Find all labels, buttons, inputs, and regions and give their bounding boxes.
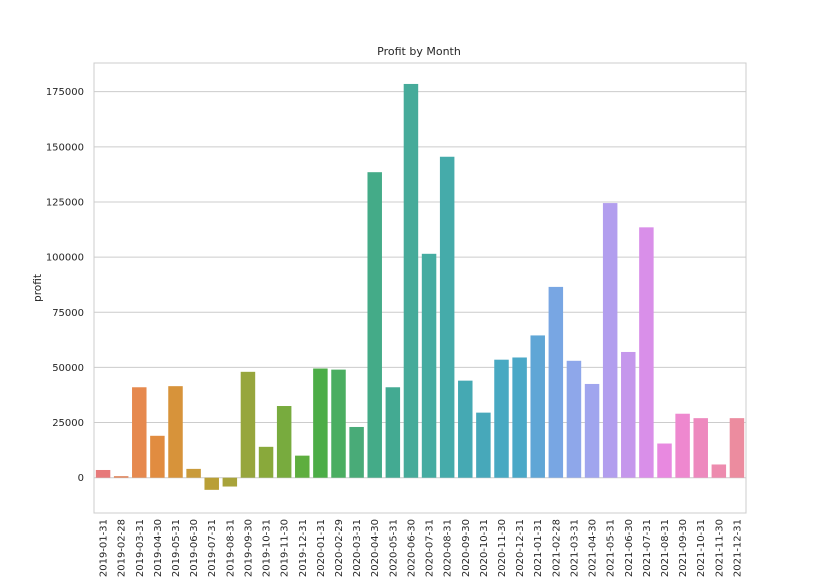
x-tick-label: 2021-11-30 <box>714 519 725 577</box>
x-tick-label: 2020-08-31 <box>443 519 454 577</box>
x-tick-label: 2021-05-31 <box>606 519 617 577</box>
y-axis-label: profit <box>32 274 44 302</box>
bar-2019-04-30 <box>150 435 165 478</box>
plot-frame <box>93 62 747 514</box>
gridlines <box>94 91 746 479</box>
bar-2020-05-31 <box>385 387 401 478</box>
x-tick-label: 2019-02-28 <box>117 519 128 577</box>
bar-2021-06-30 <box>621 351 636 478</box>
x-tick-label: 2020-12-31 <box>515 519 526 577</box>
x-tick-label: 2021-09-30 <box>678 519 689 577</box>
bar-2021-12-31 <box>729 418 745 478</box>
bar-2020-02-29 <box>331 369 346 478</box>
bar-2019-09-30 <box>240 371 256 478</box>
x-tick-label: 2020-04-30 <box>370 519 381 577</box>
x-tick-label: 2021-12-31 <box>732 519 743 577</box>
x-tick-label: 2021-07-31 <box>642 519 653 577</box>
x-tick-labels: 2019-01-31 2019-02-28 2019-03-31 2019-04-30… <box>99 519 744 577</box>
x-tick-label: 2021-08-31 <box>660 519 671 577</box>
x-tick-label: 2021-10-31 <box>696 519 707 577</box>
x-tick-label: 2019-10-31 <box>262 519 273 577</box>
bar-2019-07-31 <box>204 477 219 490</box>
bar-2020-09-30 <box>458 380 473 478</box>
bar-2020-10-31 <box>476 412 491 478</box>
x-tick-label: 2021-04-30 <box>588 519 599 577</box>
bar-2021-07-31 <box>639 227 654 478</box>
bars <box>95 83 745 490</box>
x-tick-label: 2020-03-31 <box>352 519 363 577</box>
x-tick-label: 2020-02-29 <box>334 519 345 577</box>
y-tick-labels: 0 25000 50000 75000 100000 125000 150000 175000 <box>46 87 84 484</box>
bar-2019-08-31 <box>222 477 238 487</box>
bar-2020-11-30 <box>494 359 509 478</box>
y-tick-label: 100000 <box>46 253 84 264</box>
bar-2021-11-30 <box>711 464 727 478</box>
x-tick-label: 2020-05-31 <box>388 519 399 577</box>
x-tick-label: 2020-07-31 <box>425 519 436 577</box>
y-tick-label: 50000 <box>52 363 84 374</box>
bar-2020-06-30 <box>403 83 419 478</box>
y-tick-label: 125000 <box>46 197 84 208</box>
bar-2021-02-28 <box>548 286 564 478</box>
bar-2019-06-30 <box>186 468 201 478</box>
x-tick-label: 2019-01-31 <box>99 519 110 577</box>
bar-2019-01-31 <box>95 469 111 478</box>
x-tick-label: 2019-12-31 <box>298 519 309 577</box>
bar-2021-10-31 <box>693 418 708 478</box>
bar-2020-03-31 <box>349 426 364 478</box>
bar-2020-04-30 <box>367 172 382 478</box>
y-tick-label: 75000 <box>52 308 84 319</box>
bar-2019-12-31 <box>295 455 310 478</box>
x-tick-label: 2019-11-30 <box>280 519 291 577</box>
chart-title: Profit by Month <box>377 45 461 58</box>
bar-2019-02-28 <box>113 476 129 478</box>
bar-2021-04-30 <box>584 383 600 478</box>
x-tick-label: 2019-09-30 <box>243 519 254 577</box>
bar-2019-03-31 <box>132 387 147 478</box>
bar-2019-10-31 <box>258 446 274 478</box>
x-tick-label: 2021-06-30 <box>624 519 635 577</box>
x-tick-label: 2019-07-31 <box>207 519 218 577</box>
y-tick-label: 25000 <box>52 418 84 429</box>
x-tick-label: 2019-03-31 <box>135 519 146 577</box>
x-tick-label: 2021-01-31 <box>533 519 544 577</box>
x-tick-label: 2020-10-31 <box>479 519 490 577</box>
bar-2021-08-31 <box>657 443 672 478</box>
bar-2021-05-31 <box>602 203 618 478</box>
y-tick-label: 0 <box>78 473 84 484</box>
bar-2021-03-31 <box>566 360 582 478</box>
x-tick-label: 2019-06-30 <box>189 519 200 577</box>
x-tick-label: 2021-03-31 <box>569 519 580 577</box>
x-tick-label: 2021-02-28 <box>551 519 562 577</box>
x-tick-label: 2020-06-30 <box>406 519 417 577</box>
x-tick-label: 2020-01-31 <box>316 519 327 577</box>
bar-2021-01-31 <box>530 335 545 478</box>
bar-2021-09-30 <box>675 413 690 478</box>
bar-2020-07-31 <box>421 253 437 478</box>
x-tick-label: 2020-09-30 <box>461 519 472 577</box>
bar-2020-01-31 <box>313 368 328 478</box>
bar-2019-11-30 <box>276 406 292 478</box>
bar-2020-12-31 <box>512 357 527 478</box>
bar-2019-05-31 <box>168 386 183 478</box>
x-tick-label: 2019-04-30 <box>153 519 164 577</box>
x-tick-label: 2019-05-31 <box>171 519 182 577</box>
y-tick-label: 175000 <box>46 87 84 98</box>
bar-2020-08-31 <box>439 156 455 478</box>
x-tick-label: 2020-11-30 <box>497 519 508 577</box>
y-tick-label: 150000 <box>46 142 84 153</box>
x-tick-label: 2019-08-31 <box>225 519 236 577</box>
